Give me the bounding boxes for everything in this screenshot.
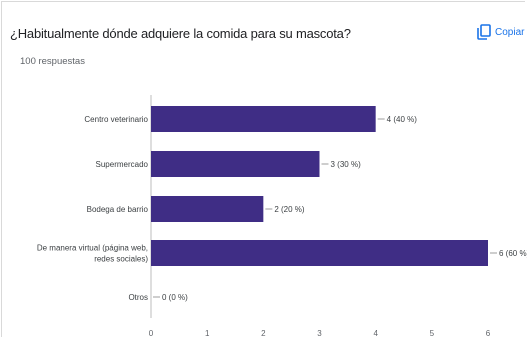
x-tick-label: 5: [430, 329, 435, 338]
data-label: 6 (60 %): [499, 249, 527, 258]
x-tick-label: 2: [261, 329, 266, 338]
bar-3: [151, 240, 488, 266]
category-label: Centro veterinario: [84, 115, 148, 124]
x-tick-label: 3: [317, 329, 322, 338]
bar-2: [151, 196, 264, 222]
copy-label: Copiar: [495, 26, 525, 38]
x-tick-label: 0: [149, 329, 154, 338]
bar-1: [151, 151, 320, 177]
x-tick-label: 6: [486, 329, 491, 338]
data-label: 2 (20 %): [274, 205, 305, 214]
category-label: Supermercado: [96, 160, 149, 169]
category-label: De manera virtual (página web, redes soci…: [37, 244, 148, 264]
question-title: ¿Habitualmente dónde adquiere la comida …: [10, 26, 351, 41]
copy-icon: [477, 24, 491, 40]
x-tick-label: 1: [205, 329, 210, 338]
data-label: 0 (0 %): [162, 293, 188, 302]
category-label: Otros: [128, 293, 148, 302]
data-label: 4 (40 %): [387, 115, 418, 124]
data-label: 3 (30 %): [331, 160, 362, 169]
bar-0: [151, 106, 376, 132]
category-label: Bodega de barrio: [87, 205, 149, 214]
x-tick-label: 4: [373, 329, 378, 338]
response-count: 100 respuestas: [20, 56, 85, 67]
copy-chart-button[interactable]: Copiar: [477, 24, 524, 40]
